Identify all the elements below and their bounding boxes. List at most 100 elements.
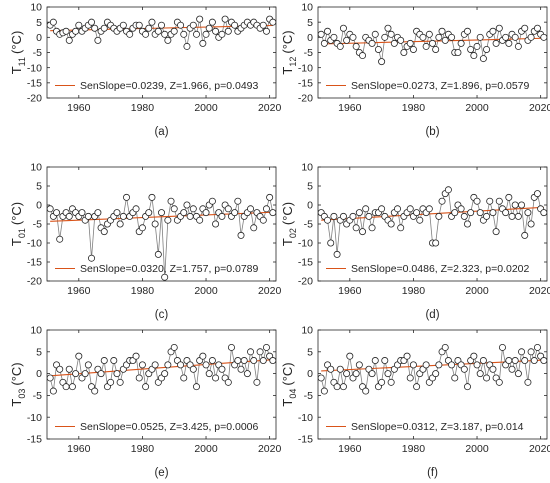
data-point xyxy=(492,39,500,47)
legend: SenSlope=0.0525, Z=3.425, p=0.0006 xyxy=(55,421,259,433)
data-point xyxy=(495,197,503,205)
data-point xyxy=(81,370,89,378)
x-tick-label: 2000 xyxy=(194,102,218,114)
data-point xyxy=(97,370,105,378)
data-point xyxy=(441,36,449,44)
x-tick-label: 2000 xyxy=(465,443,489,455)
data-point xyxy=(425,205,433,213)
data-point xyxy=(479,55,487,63)
data-point xyxy=(266,193,274,201)
y-tick-label: 10 xyxy=(301,2,313,14)
data-point xyxy=(524,209,532,217)
data-point xyxy=(224,205,232,213)
data-point xyxy=(247,348,255,356)
data-point xyxy=(177,361,185,369)
data-point xyxy=(508,212,516,220)
data-point xyxy=(212,220,220,228)
data-point xyxy=(65,365,73,373)
data-point xyxy=(189,205,197,213)
data-point xyxy=(339,24,347,32)
data-point xyxy=(148,193,156,201)
data-point xyxy=(49,387,57,395)
data-point xyxy=(84,212,92,220)
data-point xyxy=(486,197,494,205)
data-point xyxy=(521,24,529,32)
data-point xyxy=(180,30,188,38)
y-axis-label: T04 (°C) xyxy=(280,362,298,406)
data-point xyxy=(508,365,516,373)
x-tick-label: 1960 xyxy=(67,285,91,297)
y-tick-label: 5 xyxy=(36,181,42,193)
x-tick-label: 1980 xyxy=(131,285,155,297)
y-axis-label-base: T xyxy=(9,399,24,407)
data-point xyxy=(527,348,535,356)
data-point xyxy=(88,254,96,262)
data-point xyxy=(514,42,522,50)
y-tick-label: -20 xyxy=(298,276,313,288)
data-point xyxy=(224,27,232,35)
y-axis-label: T02 (°C) xyxy=(280,202,298,246)
y-axis-label-unit: (°C) xyxy=(9,362,24,385)
legend: SenSlope=0.0320, Z=1.757, p=0.0789 xyxy=(55,263,259,275)
data-point xyxy=(540,209,547,217)
data-point xyxy=(425,30,433,38)
data-point xyxy=(72,27,80,35)
data-point xyxy=(65,212,73,220)
data-point xyxy=(65,36,73,44)
y-axis-label-base: T xyxy=(9,238,24,246)
y-tick-label: -15 xyxy=(27,257,42,269)
data-point xyxy=(247,205,255,213)
data-point xyxy=(183,201,191,209)
data-point xyxy=(470,52,478,60)
data-point xyxy=(505,193,513,201)
data-point xyxy=(56,235,64,243)
data-point xyxy=(384,24,392,32)
data-point xyxy=(205,370,213,378)
y-tick-label: -15 xyxy=(298,257,313,269)
data-point xyxy=(378,378,386,386)
data-point xyxy=(132,352,140,360)
y-tick-label: -15 xyxy=(298,434,313,446)
plot-area-frame xyxy=(46,166,277,282)
data-point xyxy=(161,273,169,281)
data-point xyxy=(180,374,188,382)
y-axis-label-subscript: 02 xyxy=(288,228,298,238)
data-point xyxy=(75,21,83,29)
data-point xyxy=(489,27,497,35)
x-tick-label: 2020 xyxy=(258,102,282,114)
data-point xyxy=(262,27,270,35)
data-point xyxy=(259,357,267,365)
data-point xyxy=(221,15,229,23)
data-point xyxy=(170,205,178,213)
data-point xyxy=(320,387,328,395)
data-point xyxy=(145,209,153,217)
data-point xyxy=(56,365,64,373)
data-point xyxy=(218,365,226,373)
y-tick-label: 0 xyxy=(307,368,313,380)
data-point xyxy=(100,24,108,32)
data-point xyxy=(116,378,124,386)
data-point xyxy=(397,36,405,44)
plot-marks xyxy=(47,193,276,281)
data-point xyxy=(231,209,239,217)
panel-caption: (d) xyxy=(425,309,439,321)
data-point xyxy=(355,209,363,217)
data-point xyxy=(269,357,276,365)
data-point xyxy=(438,197,446,205)
x-tick-label: 2000 xyxy=(465,102,489,114)
y-tick-label: 10 xyxy=(30,162,42,174)
data-point xyxy=(327,239,335,247)
data-point xyxy=(47,374,54,382)
y-tick-label: 5 xyxy=(36,346,42,358)
data-point xyxy=(259,21,267,29)
data-point xyxy=(362,205,370,213)
y-tick-label: -10 xyxy=(298,62,313,74)
data-point xyxy=(262,343,270,351)
data-point xyxy=(502,33,510,41)
data-point xyxy=(237,365,245,373)
data-point xyxy=(489,209,497,217)
data-point xyxy=(202,30,210,38)
data-point xyxy=(157,209,165,217)
chart-panel-3: -20 -15 -10 -5 0 5 10 1960 1980 2000 2020 T01 (°C) Se… xyxy=(9,162,281,321)
plot-marks xyxy=(318,343,547,395)
